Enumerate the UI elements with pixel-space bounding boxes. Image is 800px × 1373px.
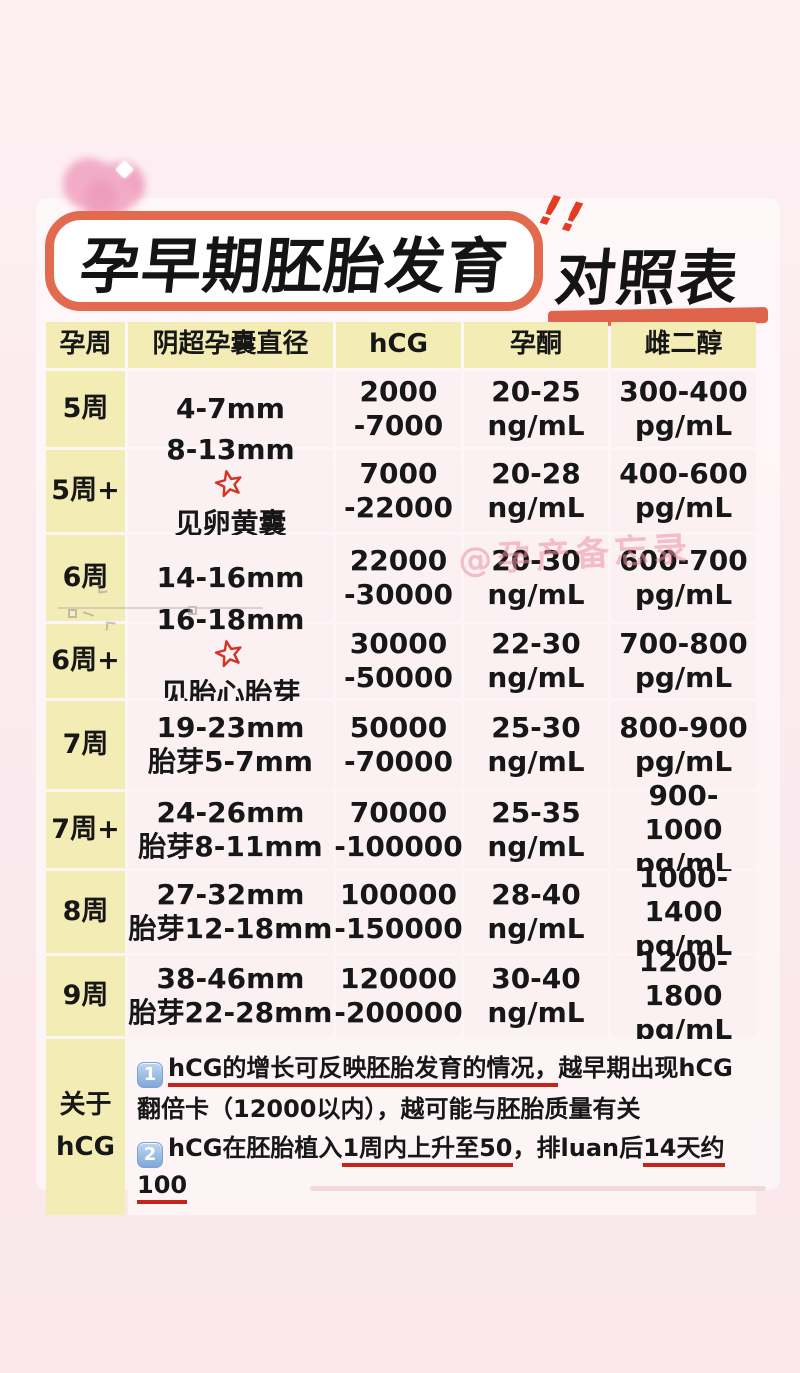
progesterone-cell: 20-30 ng/mL bbox=[464, 535, 608, 621]
week-cell: 8周 bbox=[46, 871, 125, 953]
progesterone-cell: 20-28 ng/mL bbox=[464, 450, 608, 532]
badge-1-icon: 1 bbox=[137, 1062, 163, 1089]
sac-cell: 27-32mm 胎芽12-18mm bbox=[128, 871, 333, 953]
estradiol-cell: 800-900 pg/mL bbox=[611, 701, 756, 789]
hcg-cell: 22000 -30000 bbox=[336, 535, 461, 621]
header-week: 孕周 bbox=[46, 322, 125, 368]
sac-cell: 38-46mm 胎芽22-28mm bbox=[128, 956, 333, 1036]
header-progesterone: 孕酮 bbox=[464, 322, 608, 368]
progesterone-cell: 30-40 ng/mL bbox=[464, 956, 608, 1036]
hcg-cell: 2000 -7000 bbox=[336, 371, 461, 447]
week-cell: 5周 bbox=[46, 371, 125, 447]
sac-cell: 16-18mm 见胎心胎芽 bbox=[128, 603, 333, 720]
hcg-cell: 120000 -200000 bbox=[334, 956, 463, 1036]
notes-section: 关于 hCG 1 hCG的增长可反映胚胎发育的情况，越早期出现hCG 翻倍卡（12… bbox=[46, 1039, 756, 1215]
sac-cell: 8-13mm 见卵黄囊 bbox=[128, 433, 333, 550]
week-cell: 6周+ bbox=[46, 624, 125, 698]
badge-2-icon: 2 bbox=[137, 1141, 163, 1168]
footer-divider bbox=[310, 1186, 766, 1191]
hcg-cell: 50000 -70000 bbox=[336, 701, 461, 789]
hcg-cell: 30000 -50000 bbox=[336, 624, 461, 698]
estradiol-cell: 1200-1800 pg/mL bbox=[611, 945, 756, 1046]
hcg-cell: 70000 -100000 bbox=[334, 792, 463, 868]
star-icon bbox=[214, 470, 242, 497]
notes-body: 1 hCG的增长可反映胚胎发育的情况，越早期出现hCG 翻倍卡（12000以内），… bbox=[128, 1039, 756, 1215]
progesterone-cell: 22-30 ng/mL bbox=[464, 624, 608, 698]
estradiol-cell: 600-700 pg/mL bbox=[611, 535, 756, 621]
page-title: 孕早期胚胎发育 bbox=[76, 231, 511, 302]
week-cell: 5周+ bbox=[46, 450, 125, 532]
title-banner: 孕早期胚胎发育 bbox=[45, 211, 543, 311]
hcg-cell: 7000 -22000 bbox=[336, 450, 461, 532]
progesterone-cell: 25-35 ng/mL bbox=[464, 792, 608, 868]
note-2: 2 hCG在胚胎植入1周内上升至50，排luan后14天约100 bbox=[137, 1131, 748, 1204]
heart-decoration bbox=[55, 148, 155, 238]
progesterone-cell: 25-30 ng/mL bbox=[464, 701, 608, 789]
notes-label: 关于 hCG bbox=[46, 1039, 125, 1215]
note-1-continued: 翻倍卡（12000以内），越可能与胚胎质量有关 bbox=[137, 1095, 641, 1124]
estradiol-cell: 700-800 pg/mL bbox=[611, 624, 756, 698]
estradiol-cell: 400-600 pg/mL bbox=[611, 450, 756, 532]
artifact-marks bbox=[56, 583, 271, 632]
sac-cell: 4-7mm bbox=[128, 371, 333, 447]
estradiol-cell: 1000-1400 pg/mL bbox=[611, 861, 756, 962]
comparison-table: 孕周 阴超孕囊直径 hCG 孕酮 雌二醇 5周 4-7mm 2000 -7000 … bbox=[46, 322, 756, 1215]
week-cell: 7周 bbox=[46, 701, 125, 789]
week-cell: 7周+ bbox=[46, 792, 125, 868]
header-hcg: hCG bbox=[336, 322, 461, 368]
sac-cell: 14-16mm bbox=[128, 535, 333, 621]
sac-cell: 19-23mm 胎芽5-7mm bbox=[128, 701, 333, 789]
progesterone-cell: 20-25 ng/mL bbox=[464, 371, 608, 447]
table-grid: 孕周 阴超孕囊直径 hCG 孕酮 雌二醇 5周 4-7mm 2000 -7000 … bbox=[46, 322, 756, 1046]
page-title-suffix: 对照表 bbox=[551, 244, 743, 314]
hcg-cell: 100000 -150000 bbox=[334, 871, 463, 953]
estradiol-cell: 900-1000 pg/mL bbox=[611, 779, 756, 880]
progesterone-cell: 28-40 ng/mL bbox=[464, 871, 608, 953]
week-cell: 9周 bbox=[46, 956, 125, 1036]
note-1: 1 hCG的增长可反映胚胎发育的情况，越早期出现hCG bbox=[137, 1051, 748, 1089]
week-cell: 6周 bbox=[46, 535, 125, 621]
header-sac-diameter: 阴超孕囊直径 bbox=[128, 322, 333, 368]
estradiol-cell: 300-400 pg/mL bbox=[611, 371, 756, 447]
sac-cell: 24-26mm 胎芽8-11mm bbox=[128, 792, 333, 868]
star-icon bbox=[214, 640, 242, 667]
header-estradiol: 雌二醇 bbox=[611, 322, 756, 368]
